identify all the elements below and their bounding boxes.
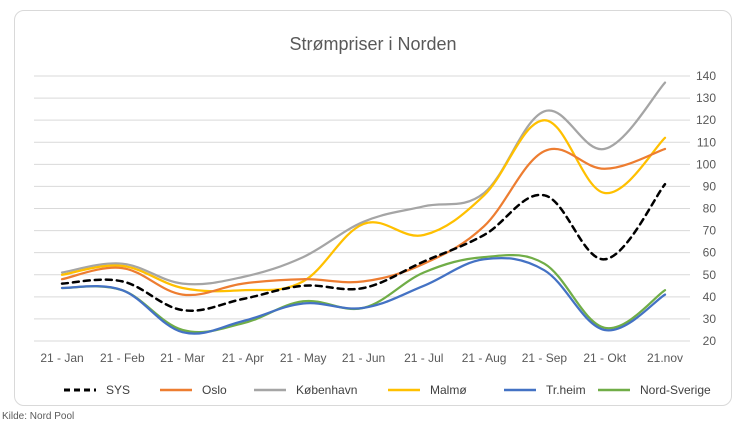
legend-item: København (250, 381, 357, 399)
legend-label: Malmø (430, 383, 467, 397)
y-axis-tick-labels: 140 130 120 110 100 90 80 70 60 50 40 30 20 (696, 69, 716, 348)
x-tick-label: 21 - Apr (222, 351, 264, 365)
legend-item: Nord-Sverige (594, 381, 711, 399)
legend-item: Oslo (156, 381, 227, 399)
legend-swatch (254, 388, 286, 392)
legend-item: Malmø (384, 381, 467, 399)
series-line-oslo (60, 147, 667, 297)
y-tick-label: 100 (696, 157, 716, 171)
x-tick-label: 21 - Feb (100, 351, 145, 365)
y-tick-label: 50 (703, 268, 717, 282)
legend-swatch (388, 388, 420, 392)
series-line-københavn (60, 81, 667, 286)
y-tick-label: 30 (703, 312, 717, 326)
y-tick-label: 40 (703, 290, 717, 304)
y-tick-label: 130 (696, 91, 716, 105)
y-tick-label: 120 (696, 113, 716, 127)
series-line-tr-heim (60, 256, 667, 335)
y-tick-label: 80 (703, 202, 717, 216)
legend-item: Tr.heim (500, 381, 586, 399)
series-line-sys (60, 182, 667, 312)
x-tick-label: 21 - Jan (40, 351, 83, 365)
x-tick-label: 21 - Okt (583, 351, 626, 365)
legend-label: København (296, 383, 358, 397)
y-tick-label: 140 (696, 69, 716, 83)
legend-swatch (598, 388, 630, 392)
y-tick-label: 90 (703, 179, 717, 193)
x-tick-label: 21 - Sep (522, 351, 568, 365)
grid-lines (34, 75, 690, 342)
legend-item: SYS (60, 381, 130, 399)
series-line-malmø (60, 119, 667, 293)
x-tick-label: 21 - Aug (462, 351, 507, 365)
x-tick-label: 21 - May (280, 351, 327, 365)
legend-label: Nord-Sverige (640, 383, 711, 397)
x-tick-label: 21 - Jun (342, 351, 385, 365)
x-tick-label: 21 - Jul (404, 351, 443, 365)
legend: SYS Oslo København Malmø Tr.heim Nord-Sverige (60, 381, 720, 399)
y-tick-label: 110 (697, 135, 716, 149)
legend-swatch (64, 388, 96, 392)
x-axis-tick-labels: 21 - Jan 21 - Feb 21 - Mar 21 - Apr 21 - May… (40, 351, 683, 365)
x-tick-label: 21 - Mar (160, 351, 205, 365)
legend-label: Oslo (202, 383, 227, 397)
y-tick-label: 70 (703, 224, 717, 238)
source-text: Kilde: Nord Pool (2, 411, 75, 422)
x-tick-label: 21.nov (647, 351, 683, 365)
legend-label: SYS (106, 383, 131, 397)
y-tick-label: 20 (703, 334, 717, 348)
y-tick-label: 60 (703, 246, 717, 260)
series-line-nord-sverige (60, 253, 667, 334)
legend-swatch (160, 388, 192, 392)
chart-title: Strømpriser i Norden (289, 34, 457, 54)
legend-swatch (504, 388, 536, 392)
legend-label: Tr.heim (546, 383, 586, 397)
series-lines (60, 81, 667, 335)
